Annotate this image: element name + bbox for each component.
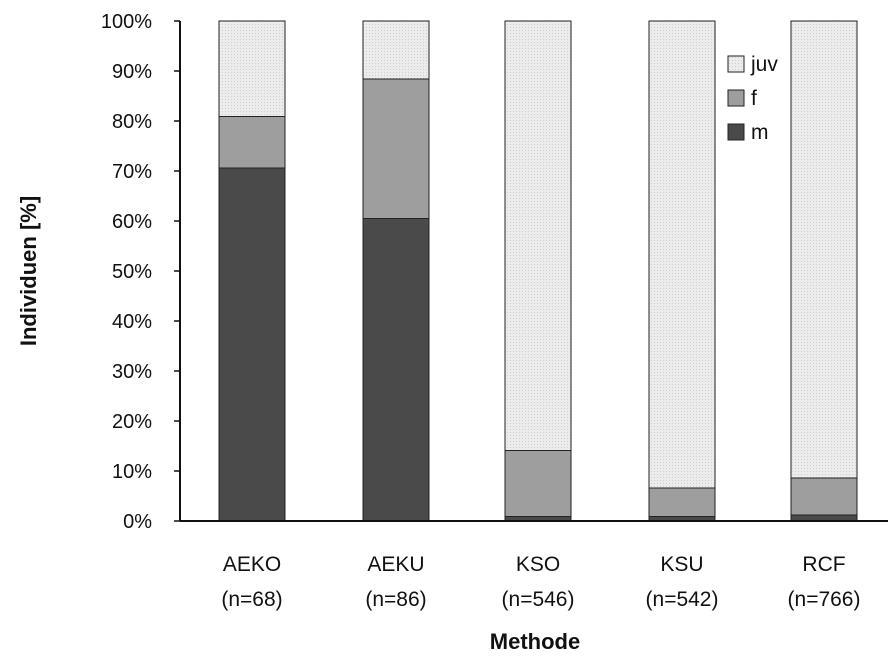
- y-tick-label: 0%: [123, 511, 152, 533]
- y-tick-label: 100%: [101, 11, 152, 33]
- x-tick-sublabel: (n=542): [646, 588, 719, 611]
- x-tick-label: KSU: [660, 553, 703, 576]
- bar-f-rcf: [790, 477, 858, 516]
- legend-label-f: f: [751, 87, 757, 110]
- y-tick-label: 10%: [112, 461, 152, 483]
- x-tick-label: AEKO: [223, 553, 281, 576]
- legend-label-m: m: [751, 121, 769, 144]
- bar-m-aeku: [362, 218, 430, 522]
- x-tick-label: KSO: [516, 553, 560, 576]
- legend-swatch-m: [727, 123, 745, 141]
- y-tick-label: 80%: [112, 111, 152, 133]
- bar-f-aeko: [218, 116, 286, 169]
- y-tick-label: 40%: [112, 311, 152, 333]
- y-tick-labels: 0% 10% 20% 30% 40% 50% 60% 70% 80% 90% 100%: [101, 11, 152, 533]
- y-tick-label: 30%: [112, 361, 152, 383]
- y-tick-label: 70%: [112, 161, 152, 183]
- axes-layer: [174, 20, 888, 522]
- legend: juv fm: [727, 53, 778, 144]
- y-tick-label: 90%: [112, 61, 152, 83]
- bar-juv-aeko: [218, 20, 286, 117]
- legend-swatch-juv: [727, 55, 745, 73]
- x-tick-label: AEKU: [367, 553, 424, 576]
- bar-juv-ksu: [648, 20, 716, 489]
- x-tick-label: RCF: [802, 553, 845, 576]
- x-tick-sublabel: (n=68): [221, 588, 282, 611]
- y-tick-label: 50%: [112, 261, 152, 283]
- bar-m-aeko: [218, 167, 286, 522]
- bar-juv-aeku: [362, 20, 430, 80]
- bar-juv-rcf: [790, 20, 858, 479]
- x-axis-label: Methode: [490, 629, 580, 654]
- x-tick-sublabel: (n=86): [365, 588, 426, 611]
- y-tick-label: 20%: [112, 411, 152, 433]
- legend-label-juv: juv: [750, 53, 778, 76]
- legend-swatch-f: [727, 89, 745, 107]
- y-axis-label: Individuen [%]: [16, 196, 41, 346]
- y-tick-label: 60%: [112, 211, 152, 233]
- bar-f-ksu: [648, 487, 716, 517]
- x-tick-sublabel: (n=546): [502, 588, 575, 611]
- bars-layer: [218, 20, 858, 522]
- x-tick-sublabel: (n=766): [788, 588, 861, 611]
- bar-juv-kso: [504, 20, 572, 451]
- bar-f-kso: [504, 450, 572, 517]
- x-tick-labels: AEKO (n=68) AEKU (n=86) KSO (n=546) KSU (n=542)…: [221, 553, 860, 611]
- bar-f-aeku: [362, 78, 430, 219]
